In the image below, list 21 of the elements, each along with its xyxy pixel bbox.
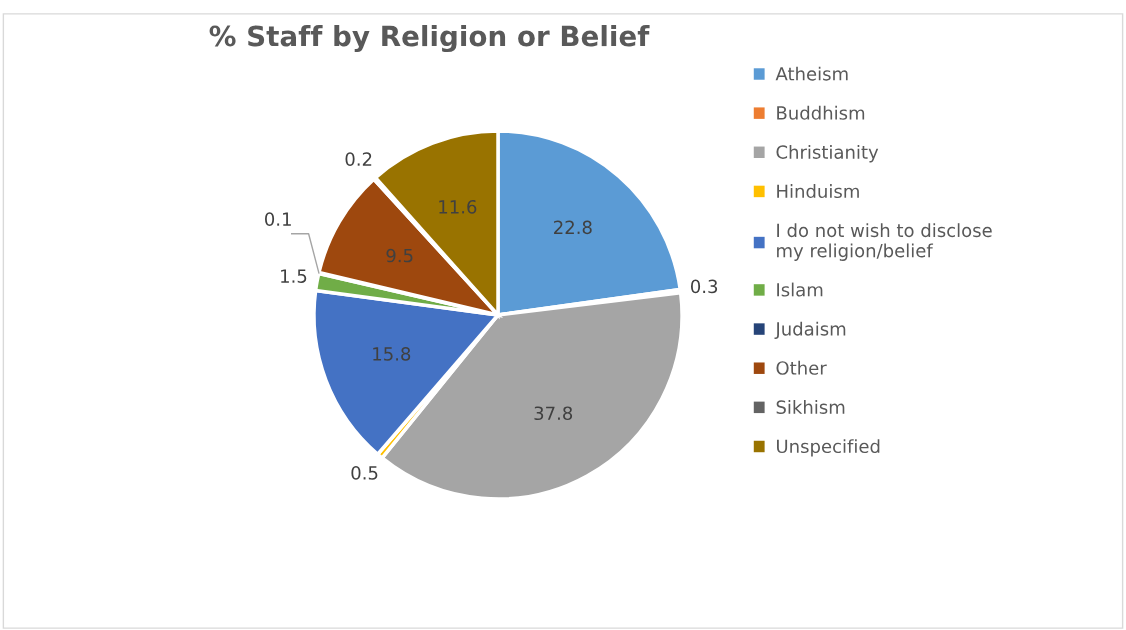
legend-label: Atheism	[775, 66, 848, 81]
legend-label: Buddhism	[777, 105, 865, 120]
data-label: 0.2	[345, 152, 372, 166]
data-label: 15.8	[373, 347, 411, 361]
legend-label: Christianity	[776, 144, 879, 163]
data-label: 0.1	[265, 212, 291, 226]
data-label: 22.8	[554, 220, 592, 235]
data-label: 0.3	[690, 279, 718, 294]
legend-label: Sikhism	[776, 400, 845, 414]
legend-label: I do not wish to disclose my religion/belief	[777, 223, 992, 261]
data-label: 11.6	[439, 199, 477, 214]
data-label: 1.5	[281, 269, 307, 283]
chart-title: % Staff by Religion or Belief	[209, 25, 650, 53]
legend-label: Islam	[777, 282, 823, 297]
legend-label: Judaism	[774, 321, 846, 340]
data-label: 0.5	[351, 466, 378, 480]
legend-label: Other	[776, 360, 827, 375]
data-label: 9.5	[386, 248, 413, 263]
data-label: 37.8	[534, 406, 573, 421]
legend-label: Hinduism	[777, 184, 859, 199]
legend-label: Unspecified	[777, 439, 880, 457]
